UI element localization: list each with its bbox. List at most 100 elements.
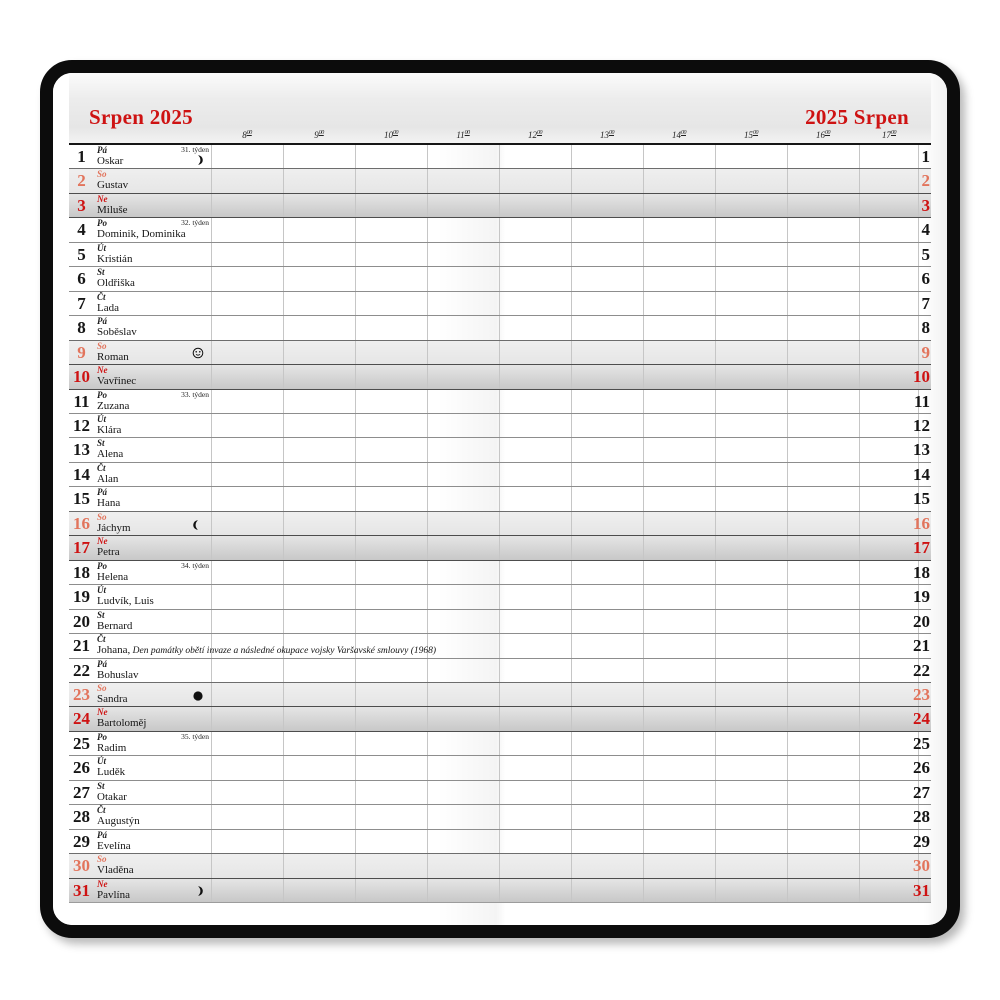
hour-cell (499, 805, 571, 829)
weekday-abbreviation: St (97, 267, 105, 278)
time-label: 1700 (882, 130, 897, 140)
hour-cells (211, 585, 919, 609)
hour-cell (499, 438, 571, 462)
hour-cells (211, 218, 919, 242)
day-number-left: 18 (73, 562, 90, 582)
day-number-right: 9 (919, 341, 931, 364)
day-number-left: 11 (73, 391, 90, 411)
day-row: 20 St Bernard 20 (69, 608, 931, 634)
weekday-abbreviation: Ne (97, 365, 108, 376)
hour-cell (355, 756, 427, 780)
weekday-abbreviation: Po (97, 389, 107, 400)
hour-cell (787, 805, 859, 829)
weekday-abbreviation: Čt (97, 291, 106, 302)
day-number-left: 5 (77, 244, 86, 264)
day-info: So Jáchym (94, 512, 211, 535)
day-row: 15 Pá Hana 15 (69, 486, 931, 511)
first-quarter-moon-icon (192, 153, 204, 165)
hour-cells (211, 438, 919, 462)
hour-cell (571, 854, 643, 878)
day-info: St Alena (94, 438, 211, 461)
nameday-text: Jáchym (97, 521, 131, 534)
hour-cell (715, 780, 787, 805)
nameday-text: Lada (97, 301, 119, 314)
day-info: Pá Evelína (94, 830, 211, 853)
week-number-label: 34. týden (181, 560, 209, 570)
hour-cells (211, 413, 919, 438)
hour-cell (787, 438, 859, 462)
hour-cell (499, 365, 571, 389)
hour-cells (211, 560, 919, 585)
hour-cell (211, 878, 283, 903)
hour-cell (355, 316, 427, 340)
hour-cell (643, 707, 715, 731)
hour-cells (211, 389, 919, 413)
hour-cell (355, 487, 427, 511)
hour-cell (715, 291, 787, 316)
hour-cell (427, 707, 499, 731)
nameday-text: Augustýn (97, 815, 140, 828)
hour-cell (715, 462, 787, 487)
day-number-right: 11 (914, 390, 931, 413)
hour-cell (787, 634, 859, 658)
hour-cells (211, 487, 919, 511)
calendar-page: Srpen 2025 2025 Srpen 800 900 1000 1100 1200… (53, 73, 947, 925)
hour-cell (499, 511, 571, 536)
day-row: 16 So Jáchym 16 (69, 510, 931, 536)
day-number-right-text: 16 (913, 513, 930, 533)
nameday-name: Otakar (97, 791, 211, 803)
hour-cell (787, 291, 859, 316)
nameday-name: Vladěna (97, 865, 211, 876)
hour-cell (211, 536, 283, 560)
day-number-right-text: 7 (921, 293, 931, 313)
hour-cell (715, 560, 787, 585)
day-number-right: 7 (919, 292, 931, 315)
hour-cell (643, 389, 715, 413)
hour-cell (211, 413, 283, 438)
day-number-right-text: 13 (913, 440, 930, 460)
nameday-name: Jáchym (97, 521, 211, 534)
hour-cell (283, 707, 355, 731)
hour-cell (643, 365, 715, 389)
time-label: 1000 (384, 130, 399, 140)
hour-cell (571, 609, 643, 634)
hour-cell (283, 487, 355, 511)
day-info: Pá Oskar 31. týden (94, 145, 211, 168)
day-number-right-text: 5 (921, 244, 931, 264)
day-number-right: 8 (919, 316, 931, 339)
hour-cells (211, 267, 919, 291)
weekday-abbreviation: Po (97, 731, 107, 742)
hour-cell (571, 634, 643, 658)
hour-cell (283, 682, 355, 707)
day-row: 27 St Otakar 27 (69, 779, 931, 805)
hour-cell (571, 536, 643, 560)
day-number-left: 6 (77, 269, 86, 289)
hour-cell (571, 145, 643, 169)
hour-cell (355, 511, 427, 536)
day-number-left: 15 (73, 489, 90, 509)
day-info: Ne Miluše (94, 194, 211, 217)
day-number-left: 26 (73, 758, 90, 778)
nameday-text: Bernard (97, 619, 133, 632)
nameday-name: Bernard (97, 619, 211, 632)
hour-cell (571, 780, 643, 805)
day-info: Ne Bartoloměj (94, 707, 211, 730)
day-info: Po Zuzana 33. týden (94, 390, 211, 413)
hour-cell (715, 536, 787, 560)
hour-cell (427, 609, 499, 634)
day-row: 24 Ne Bartoloměj 24 (69, 706, 931, 731)
day-info: Po Radim 35. týden (94, 732, 211, 755)
day-number-right: 2 (919, 169, 931, 192)
nameday-name: Roman (97, 351, 211, 363)
hour-cell (211, 707, 283, 731)
time-label: 900 (314, 130, 324, 140)
hour-cell (859, 413, 919, 438)
weekday-abbreviation: Čt (97, 634, 106, 645)
nameday-name: Luděk (97, 767, 211, 778)
day-number-right: 21 (913, 634, 931, 657)
day-number-right: 10 (913, 365, 931, 388)
hour-cell (283, 536, 355, 560)
hour-cell (283, 609, 355, 634)
day-row: 31 Ne Pavlína 31 (69, 877, 931, 903)
time-label: 1500 (744, 130, 759, 140)
